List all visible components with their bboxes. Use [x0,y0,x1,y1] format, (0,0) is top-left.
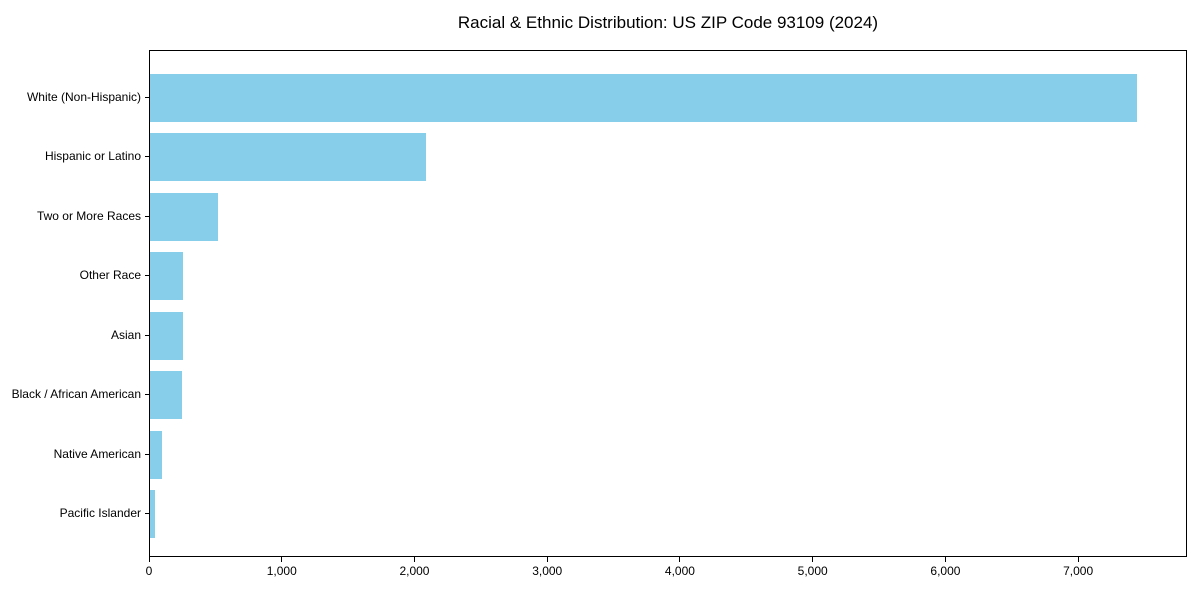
chart-title: Racial & Ethnic Distribution: US ZIP Cod… [457,13,879,32]
y-tick-mark [145,97,149,98]
x-tick-label: 6,000 [930,564,961,578]
bar-two-or-more-races [150,192,218,241]
y-axis-label: Native American [53,446,141,461]
x-tick-mark [944,557,946,562]
bar-hispanic-or-latino [150,133,427,182]
y-axis-label: Pacific Islander [59,506,141,520]
y-axis-label: Two or More Races [36,208,141,223]
x-tick-mark [812,557,814,562]
x-tick-mark [413,557,415,562]
plot-area [149,50,1187,557]
y-tick-mark [145,334,149,336]
x-tick-mark [1077,557,1079,562]
y-axis-label: Asian [110,327,141,342]
y-tick-mark [145,513,149,514]
bar-pacific-islander [150,490,156,538]
x-tick-label: 0 [145,564,153,578]
x-tick-label: 5,000 [797,564,828,578]
bar-white-non-hispanic [150,74,1137,122]
x-tick-mark [148,557,150,562]
y-tick-mark [145,215,149,217]
y-axis-label: White (Non-Hispanic) [26,90,141,104]
bar-asian [150,311,183,360]
x-tick-label: 4,000 [664,564,695,578]
x-tick-label: 1,000 [266,564,297,578]
bar-black-african-american [150,371,182,420]
x-tick-label: 7,000 [1063,564,1094,578]
y-axis-label: Hispanic or Latino [44,149,141,164]
y-axis-label: Black / African American [11,387,141,402]
x-tick-label: 2,000 [399,564,430,578]
x-tick-mark [546,557,548,562]
y-axis-label: Other Race [79,268,141,283]
x-tick-label: 3,000 [532,564,563,578]
y-tick-mark [145,453,149,455]
bar-native-american [150,430,162,479]
x-tick-mark [281,557,283,562]
y-tick-mark [145,156,149,158]
x-tick-mark [679,557,681,562]
bar-other-race [150,252,184,301]
y-tick-mark [145,275,149,277]
y-tick-mark [145,394,149,396]
